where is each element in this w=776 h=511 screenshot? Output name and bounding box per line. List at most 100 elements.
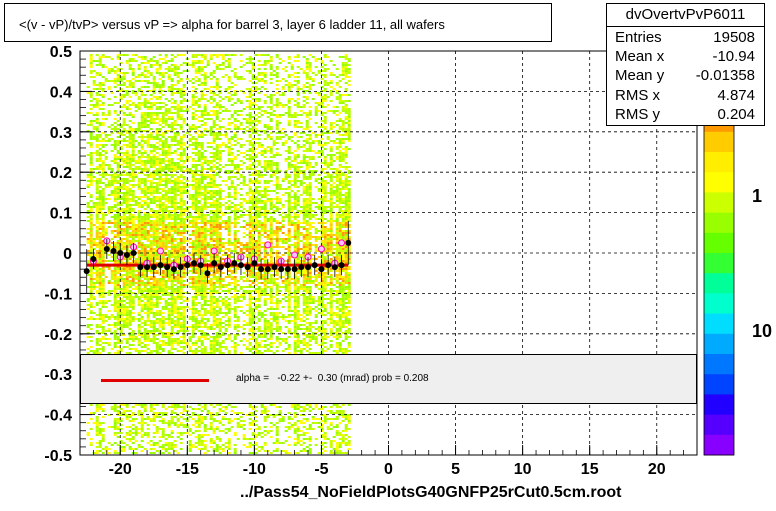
heatmap-cell	[149, 208, 153, 210]
heatmap-cell	[119, 280, 123, 282]
heatmap-cell	[101, 208, 105, 210]
heatmap-cell	[209, 412, 213, 414]
heatmap-cell	[197, 184, 201, 186]
heatmap-cell	[170, 186, 174, 188]
heatmap-cell	[128, 180, 132, 182]
heatmap-cell	[104, 306, 108, 308]
heatmap-cell	[113, 278, 117, 280]
heatmap-cell	[122, 106, 126, 108]
heatmap-cell	[140, 284, 144, 286]
heatmap-cell	[134, 216, 138, 218]
heatmap-cell	[179, 282, 183, 284]
heatmap-cell	[128, 126, 132, 128]
heatmap-cell	[164, 198, 168, 200]
heatmap-cell	[179, 196, 183, 198]
heatmap-cell	[116, 152, 120, 154]
heatmap-cell	[212, 238, 216, 240]
heatmap-cell	[116, 168, 120, 170]
heatmap-cell	[122, 256, 126, 258]
heatmap-cell	[116, 170, 120, 172]
heatmap-cell	[170, 228, 174, 230]
heatmap-cell	[101, 428, 105, 430]
heatmap-cell	[125, 202, 129, 204]
heatmap-cell	[140, 322, 144, 324]
heatmap-cell	[131, 226, 135, 228]
heatmap-cell	[134, 338, 138, 340]
heatmap-cell	[167, 246, 171, 248]
heatmap-cell	[170, 332, 174, 334]
heatmap-cell	[155, 450, 159, 452]
heatmap-cell	[128, 274, 132, 276]
heatmap-cell	[101, 452, 105, 454]
heatmap-cell	[137, 236, 141, 238]
heatmap-cell	[131, 222, 135, 224]
heatmap-cell	[122, 230, 126, 232]
heatmap-cell	[173, 324, 177, 326]
heatmap-cell	[164, 444, 168, 446]
heatmap-cell	[170, 298, 174, 300]
heatmap-cell	[101, 216, 105, 218]
heatmap-cell	[143, 238, 147, 240]
heatmap-cell	[170, 78, 174, 80]
heatmap-cell	[113, 234, 117, 236]
heatmap-cell	[95, 302, 99, 304]
heatmap-cell	[182, 418, 186, 420]
heatmap-cell	[206, 184, 210, 186]
heatmap-cell	[161, 210, 165, 212]
heatmap-cell	[143, 116, 147, 118]
heatmap-cell	[164, 272, 168, 274]
heatmap-cell	[152, 320, 156, 322]
heatmap-cell	[194, 312, 198, 314]
heatmap-cell	[86, 192, 90, 194]
heatmap-cell	[167, 426, 171, 428]
heatmap-cell	[143, 188, 147, 190]
heatmap-cell	[110, 138, 114, 140]
heatmap-cell	[122, 246, 126, 248]
heatmap-cell	[179, 210, 183, 212]
heatmap-cell	[182, 240, 186, 242]
heatmap-cell	[200, 82, 204, 84]
heatmap-cell	[101, 316, 105, 318]
heatmap-cell	[98, 190, 102, 192]
heatmap-cell	[200, 306, 204, 308]
heatmap-cell	[116, 202, 120, 204]
heatmap-cell	[179, 194, 183, 196]
heatmap-cell	[176, 242, 180, 244]
heatmap-cell	[149, 120, 153, 122]
heatmap-cell	[122, 186, 126, 188]
heatmap-cell	[152, 416, 156, 418]
heatmap-cell	[137, 128, 141, 130]
heatmap-cell	[110, 92, 114, 94]
heatmap-cell	[200, 166, 204, 168]
heatmap-cell	[89, 160, 93, 162]
heatmap-cell	[152, 84, 156, 86]
heatmap-cell	[158, 130, 162, 132]
heatmap-cell	[152, 350, 156, 352]
heatmap-cell	[116, 412, 120, 414]
heatmap-cell	[113, 442, 117, 444]
heatmap-cell	[113, 434, 117, 436]
heatmap-cell	[194, 224, 198, 226]
heatmap-cell	[119, 244, 123, 246]
heatmap-cell	[152, 226, 156, 228]
heatmap-cell	[170, 422, 174, 424]
heatmap-cell	[182, 182, 186, 184]
heatmap-cell	[188, 214, 192, 216]
heatmap-cell	[101, 404, 105, 406]
heatmap-cell	[125, 302, 129, 304]
heatmap-cell	[113, 298, 117, 300]
heatmap-cell	[209, 274, 213, 276]
heatmap-cell	[146, 106, 150, 108]
heatmap-cell	[173, 206, 177, 208]
heatmap-cell	[149, 132, 153, 134]
heatmap-cell	[143, 86, 147, 88]
heatmap-cell	[206, 146, 210, 148]
heatmap-cell	[113, 236, 117, 238]
heatmap-cell	[212, 100, 216, 102]
heatmap-cell	[98, 430, 102, 432]
heatmap-cell	[197, 144, 201, 146]
heatmap-cell	[143, 290, 147, 292]
heatmap-cell	[179, 124, 183, 126]
heatmap-cell	[149, 262, 153, 264]
heatmap-cell	[119, 54, 123, 56]
